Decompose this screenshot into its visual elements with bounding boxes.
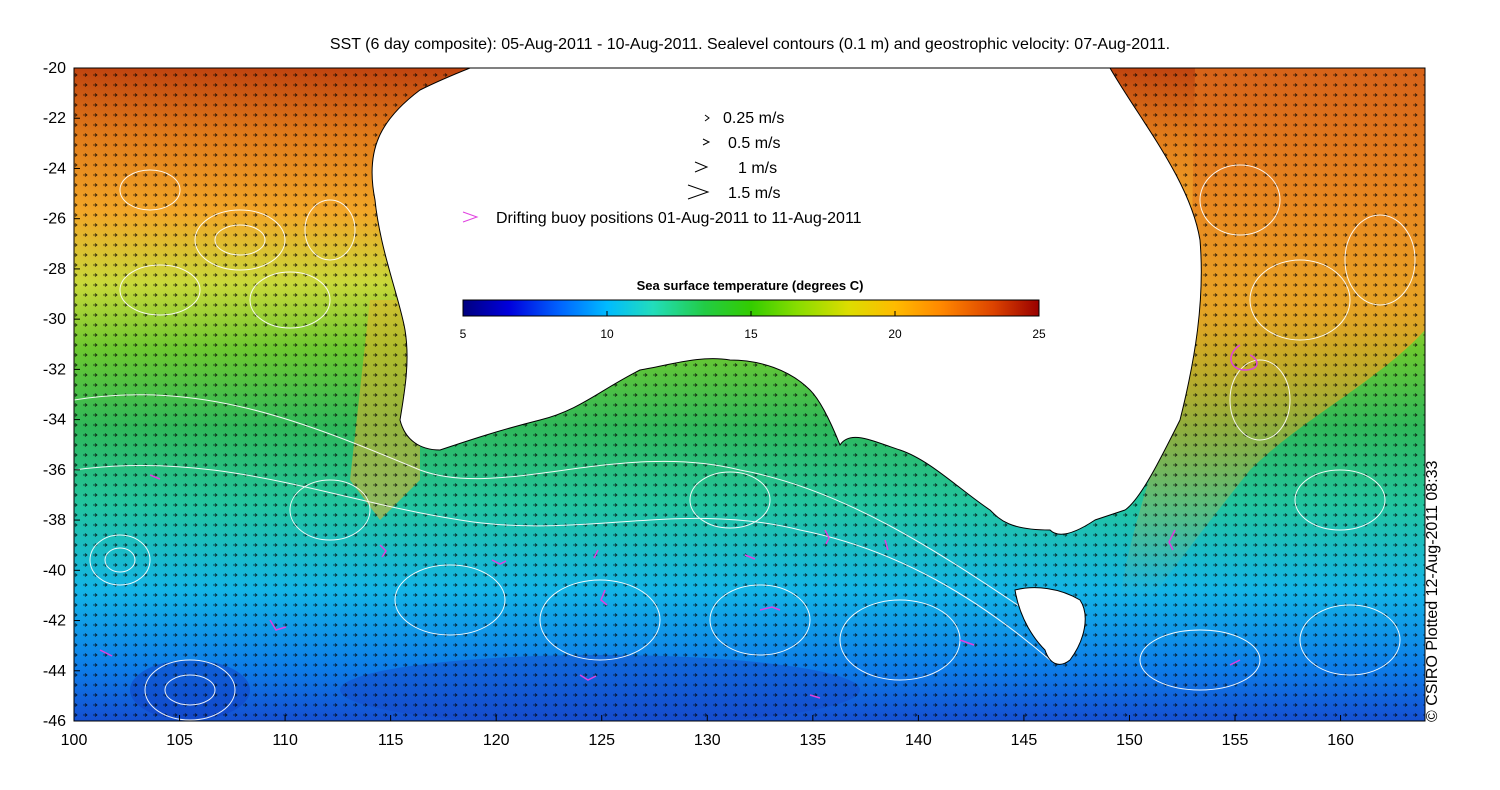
colorbar: Sea surface temperature (degrees C) 5 10 1… <box>460 278 1046 341</box>
colorbar-title: Sea surface temperature (degrees C) <box>637 278 864 293</box>
y-tick-label: -20 <box>43 60 66 77</box>
y-tick-label: -26 <box>43 211 66 228</box>
legend-label-0-25: 0.25 m/s <box>723 110 784 127</box>
x-tick-label: 100 <box>61 732 88 749</box>
legend-buoy-label: Drifting buoy positions 01-Aug-2011 to 1… <box>496 210 862 227</box>
x-tick-label: 145 <box>1011 732 1038 749</box>
y-tick-label: -42 <box>43 613 66 630</box>
sealevel-contours <box>74 164 1416 721</box>
y-tick-label: -46 <box>43 713 66 730</box>
map-title: SST (6 day composite): 05-Aug-2011 - 10-… <box>329 36 1171 53</box>
buoy-tracks <box>99 344 1258 699</box>
y-tick-label: -36 <box>43 462 66 479</box>
y-tick-label: -28 <box>43 261 66 278</box>
tasmania-landmass <box>1014 587 1086 665</box>
x-tick-label: 125 <box>588 732 615 749</box>
colorbar-tick-label: 25 <box>1032 327 1046 341</box>
buoy-arrow-icon <box>462 211 479 223</box>
colorbar-ticks: 5 10 15 20 25 <box>460 311 1046 341</box>
arrow-0-25-icon <box>704 114 710 122</box>
y-axis: -20 -22 -24 -26 -28 -30 -32 -34 -36 -38 -40 -42 -44 -… <box>43 60 80 730</box>
colorbar-tick-label: 15 <box>744 327 758 341</box>
y-tick-label: -22 <box>43 110 66 127</box>
credit-text: © CSIRO Plotted 12-Aug-2011 08:33 <box>1424 460 1441 722</box>
y-tick-label: -38 <box>43 512 66 529</box>
colorbar-tick-label: 10 <box>600 327 614 341</box>
y-tick-label: -44 <box>43 663 66 680</box>
velocity-legend: 0.25 m/s 0.5 m/s 1 m/s 1.5 m/s Drifting … <box>462 110 862 227</box>
x-tick-label: 115 <box>378 732 404 749</box>
x-tick-label: 135 <box>799 732 826 749</box>
y-tick-label: -30 <box>43 311 66 328</box>
x-tick-label: 130 <box>694 732 721 749</box>
legend-label-1-5: 1.5 m/s <box>728 185 780 202</box>
arrow-0-5-icon <box>702 138 711 146</box>
x-tick-label: 120 <box>483 732 510 749</box>
colorbar-tick-label: 5 <box>460 327 467 341</box>
x-axis: 100 105 110 115 120 125 130 135 140 145 150 155 160 <box>61 715 1354 749</box>
arrow-1-5-icon <box>687 184 710 200</box>
plot-frame <box>73 67 1426 722</box>
x-tick-label: 140 <box>905 732 932 749</box>
x-tick-label: 110 <box>272 732 298 749</box>
y-tick-label: -24 <box>43 160 66 177</box>
x-tick-label: 155 <box>1222 732 1249 749</box>
y-tick-label: -32 <box>43 361 66 378</box>
legend-label-1: 1 m/s <box>738 160 777 177</box>
x-tick-label: 105 <box>166 732 193 749</box>
y-tick-label: -40 <box>43 562 66 579</box>
x-tick-label: 150 <box>1116 732 1143 749</box>
colorbar-tick-label: 20 <box>888 327 902 341</box>
arrow-1-icon <box>694 161 709 173</box>
legend-label-0-5: 0.5 m/s <box>728 135 780 152</box>
plot-area <box>74 68 1425 721</box>
y-tick-label: -34 <box>43 412 66 429</box>
x-tick-label: 160 <box>1327 732 1354 749</box>
